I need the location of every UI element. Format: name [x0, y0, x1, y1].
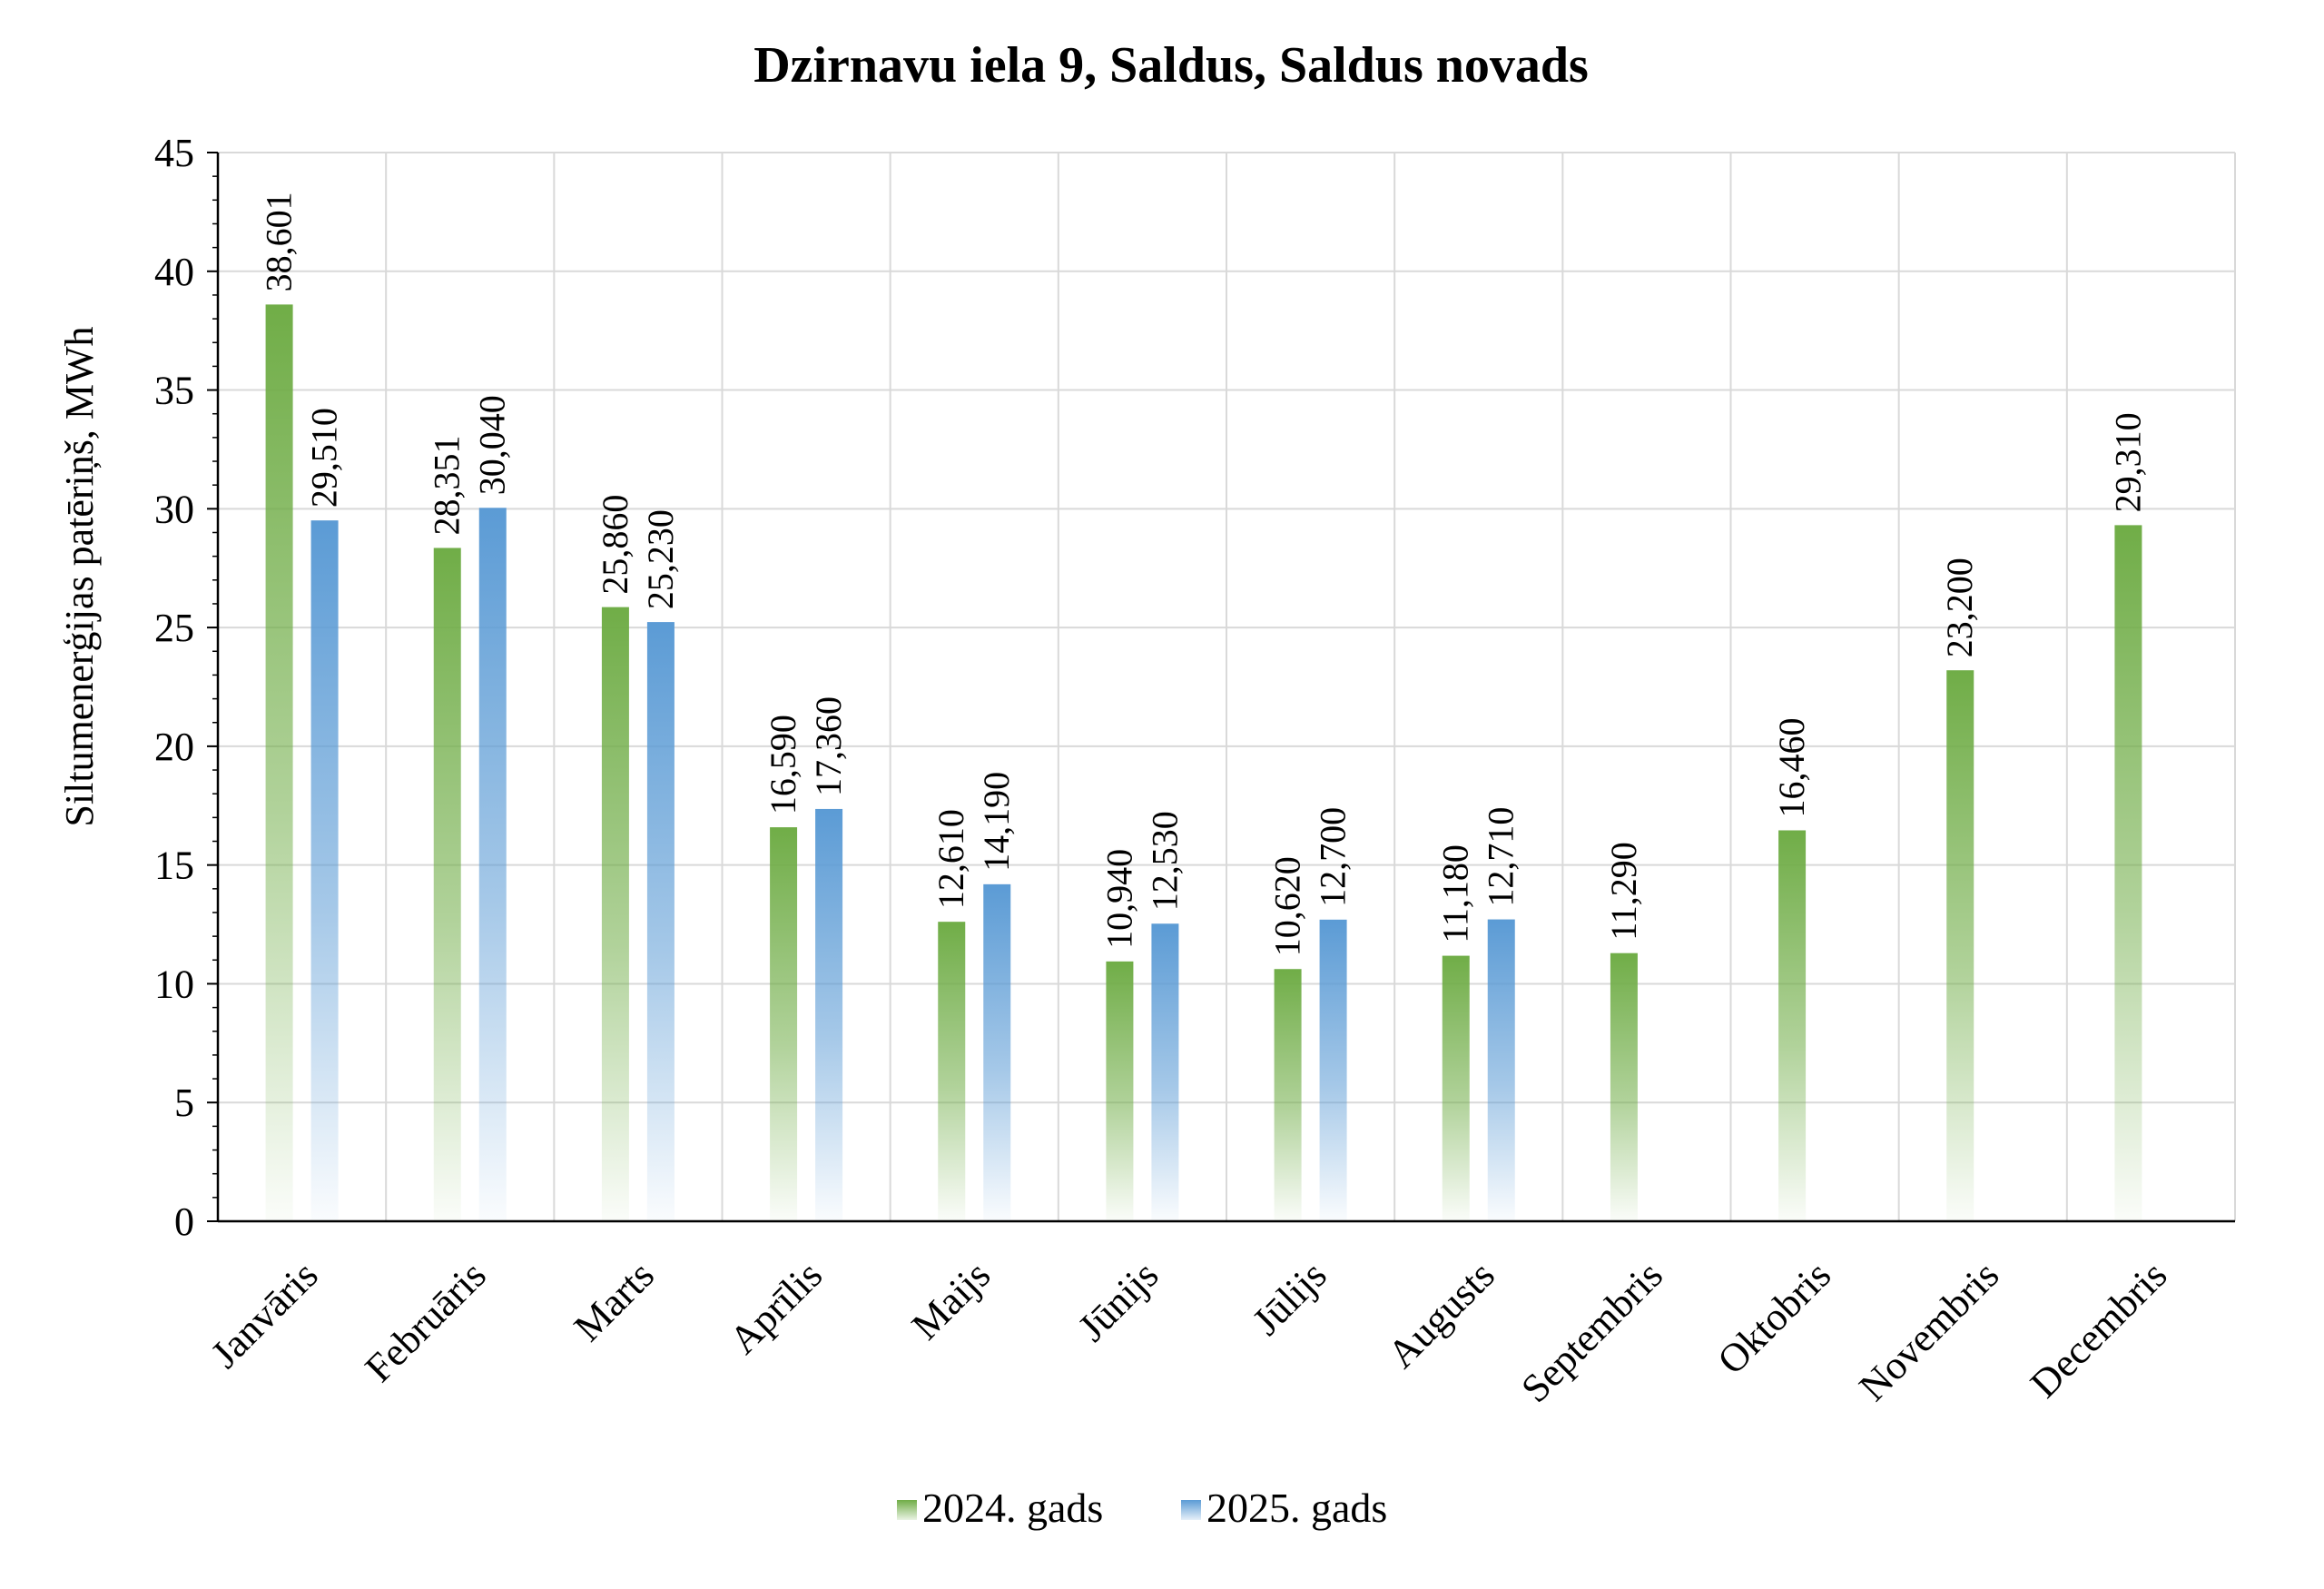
y-tick-label: 0 [174, 1199, 194, 1244]
data-label: 10,620 [1267, 856, 1308, 956]
legend-label: 2024. gads [922, 1485, 1103, 1531]
y-axis-label: Siltumenerģijas patēriņš, MWh [57, 326, 102, 826]
data-label: 29,510 [304, 408, 345, 508]
y-tick-label: 20 [154, 725, 194, 769]
bar-2025-1 [478, 508, 507, 1221]
bar-2024-2 [601, 607, 629, 1221]
bar-2024-11 [2114, 525, 2142, 1221]
bar-2024-10 [1946, 670, 1974, 1221]
axes: 0 5 10 15 20 25 30 35 40 45 Janvāris Februāris Marts… [154, 131, 2235, 1411]
bar-2024-8 [1610, 952, 1638, 1221]
data-label: 23,200 [1939, 558, 1980, 657]
x-tick-label: Decembris [2022, 1252, 2175, 1406]
y-tick-label: 15 [154, 844, 194, 888]
data-label: 17,360 [808, 696, 849, 796]
x-tick-label: Oktobris [1709, 1252, 1840, 1383]
legend: 2024. gads 2025. gads [897, 1485, 1387, 1531]
bar-2024-1 [433, 548, 461, 1221]
data-label: 29,310 [2107, 412, 2148, 512]
bar-2024-5 [1106, 961, 1134, 1221]
legend-swatch [897, 1500, 917, 1520]
data-label: 28,351 [427, 435, 468, 535]
bar-2025-0 [310, 520, 339, 1221]
data-label: 16,460 [1771, 717, 1812, 817]
data-label: 25,230 [640, 509, 681, 609]
data-label: 12,530 [1144, 811, 1185, 911]
y-tick-label: 45 [154, 131, 194, 175]
bar-2025-5 [1151, 923, 1179, 1221]
x-tick-label: Aprīlis [721, 1252, 831, 1362]
bar-2025-4 [983, 883, 1011, 1221]
data-label: 25,860 [595, 495, 635, 595]
bar-2024-3 [770, 827, 798, 1221]
x-tick-label: Septembris [1512, 1252, 1671, 1411]
legend-swatch [1181, 1500, 1201, 1520]
data-label: 12,610 [931, 809, 971, 909]
bar-2024-9 [1778, 830, 1807, 1221]
y-tick-label: 40 [154, 250, 194, 294]
grid-lines [218, 152, 2236, 1221]
legend-item-2025: 2025. gads [1181, 1485, 1387, 1531]
x-tick-label: Februāris [357, 1252, 495, 1390]
legend-label: 2025. gads [1206, 1485, 1387, 1531]
data-label: 30,040 [472, 395, 513, 495]
data-label: 11,290 [1603, 842, 1644, 941]
data-label: 16,590 [763, 715, 803, 814]
x-tick-label: Augusts [1379, 1252, 1503, 1377]
bar-2024-6 [1274, 969, 1302, 1221]
x-tick-label: Maijs [903, 1252, 1000, 1348]
bar-2025-7 [1487, 919, 1515, 1221]
y-tick-label: 5 [174, 1081, 194, 1125]
x-tick-label: Jūlijs [1244, 1252, 1334, 1343]
y-tick-label: 10 [154, 962, 194, 1006]
bar-2025-3 [815, 808, 843, 1221]
bar-2024-7 [1442, 955, 1470, 1221]
x-tick-label: Jūnijs [1069, 1252, 1167, 1349]
bar-2024-4 [938, 922, 966, 1221]
data-labels: 38,601 29,510 28,351 30,040 25,860 25,230 16,5… [259, 192, 2149, 956]
chart-title: Dzirnavu iela 9, Saldus, Saldus novads [753, 37, 1589, 94]
bar-2025-6 [1319, 919, 1347, 1221]
data-label: 12,710 [1481, 807, 1521, 907]
data-label: 12,700 [1313, 807, 1354, 907]
data-label: 14,190 [976, 772, 1017, 872]
x-tick-label: Marts [566, 1252, 663, 1349]
legend-item-2024: 2024. gads [897, 1485, 1103, 1531]
bar-2024-0 [265, 304, 293, 1221]
bar-2025-2 [646, 622, 675, 1221]
bars [265, 304, 2142, 1221]
data-label: 11,180 [1435, 844, 1476, 943]
data-label: 10,940 [1098, 849, 1139, 949]
y-tick-label: 30 [154, 487, 194, 531]
x-tick-label: Janvāris [202, 1252, 327, 1377]
y-tick-label: 25 [154, 606, 194, 650]
data-label: 38,601 [259, 192, 300, 291]
x-tick-label: Novembris [1850, 1252, 2007, 1409]
y-tick-label: 35 [154, 369, 194, 413]
